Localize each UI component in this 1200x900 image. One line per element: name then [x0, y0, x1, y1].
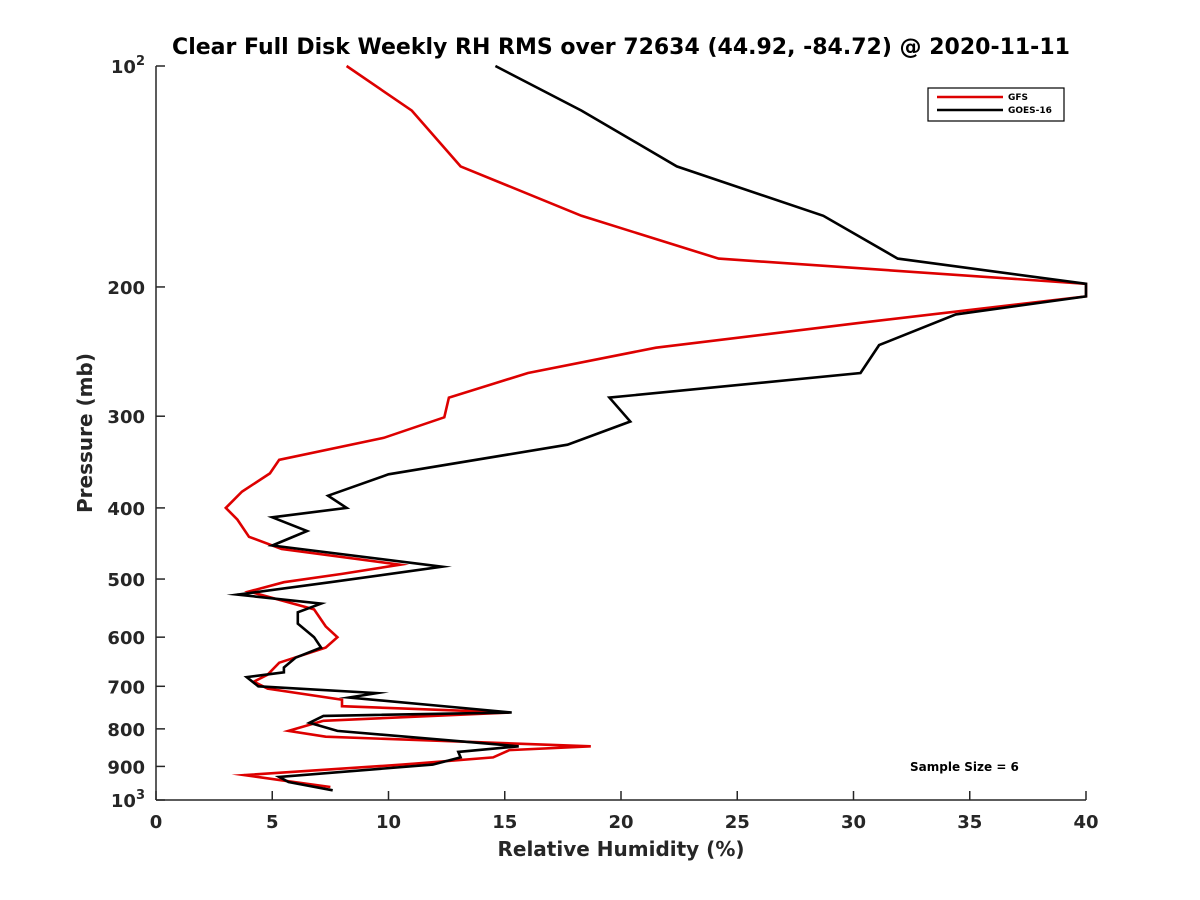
- y-tick-label: 102: [111, 54, 145, 78]
- legend: GFS GOES-16: [927, 87, 1065, 122]
- x-tick-label: 30: [841, 812, 866, 833]
- legend-box: [927, 87, 1065, 122]
- x-tick-label: 0: [150, 812, 163, 833]
- y-tick-label: 700: [107, 677, 145, 698]
- x-tick-label: 35: [957, 812, 982, 833]
- x-tick-label: 10: [376, 812, 401, 833]
- x-tick-label: 25: [725, 812, 750, 833]
- x-ticks: 0 5 10 15 20 25 30 35 40: [150, 791, 1099, 833]
- y-tick-label: 400: [107, 499, 145, 520]
- sample-size-annotation: Sample Size = 6: [910, 760, 1019, 774]
- x-tick-label: 20: [608, 812, 633, 833]
- series-layer: [223, 64, 1088, 792]
- series-line-goes16: [226, 64, 1088, 792]
- legend-label-gfs: GFS: [1008, 93, 1028, 103]
- y-tick-label: 300: [107, 407, 145, 428]
- y-tick-label: 600: [107, 628, 145, 649]
- series-line-gfs: [223, 64, 1088, 789]
- x-tick-label: 5: [266, 812, 279, 833]
- y-tick-label: 200: [107, 278, 145, 299]
- y-tick-label: 800: [107, 720, 145, 741]
- x-axis-label: Relative Humidity (%): [497, 837, 744, 861]
- legend-label-goes16: GOES-16: [1008, 106, 1052, 116]
- x-tick-label: 40: [1073, 812, 1098, 833]
- y-tick-label: 500: [107, 570, 145, 591]
- y-ticks: 102 200 300 400 500 600 700 800 900 103: [107, 54, 165, 812]
- plot-frame: [155, 66, 1086, 801]
- y-axis-label: Pressure (mb): [73, 353, 97, 513]
- y-tick-label: 900: [107, 757, 145, 778]
- x-tick-label: 15: [492, 812, 517, 833]
- chart-title: Clear Full Disk Weekly RH RMS over 72634…: [172, 35, 1070, 60]
- y-tick-label: 103: [111, 788, 145, 812]
